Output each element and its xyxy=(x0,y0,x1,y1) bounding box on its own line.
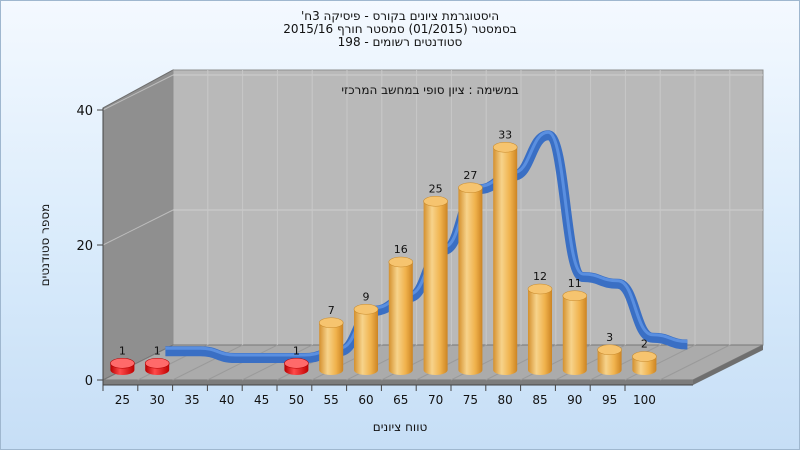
data-label-65: 16 xyxy=(394,243,408,256)
bar-body-65 xyxy=(388,262,413,375)
bar-top-60 xyxy=(353,303,379,315)
bar-body-90 xyxy=(562,295,587,375)
x-tick-label-40: 40 xyxy=(219,393,234,407)
bar-90: 11 xyxy=(562,277,588,375)
bar-25: 1 xyxy=(110,344,135,375)
x-tick-label-60: 60 xyxy=(358,393,373,407)
bar-65: 16 xyxy=(388,243,414,375)
bar-top-65 xyxy=(388,256,414,268)
x-tick-label-30: 30 xyxy=(150,393,165,407)
bar-70: 25 xyxy=(423,182,448,375)
floor-gridline-15 xyxy=(624,344,696,381)
bar-top-95 xyxy=(597,344,622,356)
data-label-90: 11 xyxy=(568,277,582,290)
bar-80: 33 xyxy=(492,128,518,375)
bar-top-90 xyxy=(562,290,588,302)
bar-50: 1 xyxy=(284,344,309,375)
data-label-50: 1 xyxy=(293,344,300,357)
data-label-55: 7 xyxy=(328,304,335,317)
x-tick-label-35: 35 xyxy=(184,393,199,407)
x-axis-label: טווח ציונים xyxy=(372,420,428,434)
bar-body-75 xyxy=(458,187,483,375)
bar-top-75 xyxy=(458,182,483,194)
bar-top-100 xyxy=(632,351,657,362)
gridline-side-1 xyxy=(102,74,174,111)
bar-body-95 xyxy=(597,349,622,375)
floor-gridline-2 xyxy=(172,344,243,381)
floor-front-edge xyxy=(103,380,693,385)
y-axis-label: מספר סטודנטים xyxy=(38,203,52,287)
data-label-60: 9 xyxy=(363,290,370,303)
bar-body-85 xyxy=(528,289,552,375)
data-label-25: 1 xyxy=(119,344,126,357)
y-tick-label-20: 20 xyxy=(76,239,93,254)
bar-body-70 xyxy=(423,201,448,375)
x-tick-label-65: 65 xyxy=(393,393,408,407)
bar-top-30 xyxy=(144,357,170,369)
bar-top-80 xyxy=(492,141,518,153)
bar-30: 1 xyxy=(144,344,170,375)
x-tick-label-95: 95 xyxy=(602,393,617,407)
title-line-3: סטודנטים רשומים - 198 xyxy=(337,35,463,49)
data-label-85: 12 xyxy=(533,270,547,283)
bar-top-50 xyxy=(284,357,309,369)
bar-top-25 xyxy=(110,357,135,369)
gridline-side-0 xyxy=(102,209,174,246)
bar-60: 9 xyxy=(353,290,379,375)
data-label-95: 3 xyxy=(606,331,613,344)
bar-100: 2 xyxy=(632,338,657,375)
chart-title: היסטוגרמת ציונים בקורס - פיסיקה 3ח' בסמס… xyxy=(0,10,800,49)
bar-75: 27 xyxy=(458,169,483,375)
y-tick-label-40: 40 xyxy=(76,104,93,119)
floor-right-edge xyxy=(693,345,763,385)
x-tick-label-50: 50 xyxy=(289,393,304,407)
title-line-2: בסמסטר (01/2015) סמסטר חורף 2015/16 xyxy=(283,22,517,36)
bar-body-80 xyxy=(493,147,518,375)
floor-gridline-14 xyxy=(589,344,661,381)
data-label-100: 2 xyxy=(641,338,648,351)
floor-gridline-16 xyxy=(659,344,731,381)
x-tick-label-100: 100 xyxy=(633,393,656,407)
chart-annotation: במשימה : ציון סופי במחשב המרכזי xyxy=(341,83,518,97)
y-tick-label-0: 0 xyxy=(85,374,93,389)
x-tick-label-70: 70 xyxy=(428,393,443,407)
bar-top-55 xyxy=(318,317,344,329)
bar-55: 7 xyxy=(318,304,344,375)
x-tick-label-45: 45 xyxy=(254,393,269,407)
x-tick-label-80: 80 xyxy=(498,393,513,407)
data-label-70: 25 xyxy=(429,182,443,195)
bar-85: 12 xyxy=(527,270,553,375)
x-tick-label-55: 55 xyxy=(324,393,339,407)
bar-top-70 xyxy=(423,195,448,207)
x-tick-label-90: 90 xyxy=(567,393,582,407)
x-tick-label-25: 25 xyxy=(115,393,130,407)
data-label-80: 33 xyxy=(498,128,512,141)
side-wall xyxy=(102,69,174,381)
data-label-75: 27 xyxy=(463,169,477,182)
x-tick-label-85: 85 xyxy=(532,393,547,407)
bar-body-55 xyxy=(319,322,344,375)
data-label-30: 1 xyxy=(154,344,161,357)
bar-body-60 xyxy=(354,309,378,375)
x-tick-label-75: 75 xyxy=(463,393,478,407)
title-line-1: היסטוגרמת ציונים בקורס - פיסיקה 3ח' xyxy=(300,9,500,23)
bar-top-85 xyxy=(527,283,553,295)
bar-95: 3 xyxy=(597,331,622,375)
